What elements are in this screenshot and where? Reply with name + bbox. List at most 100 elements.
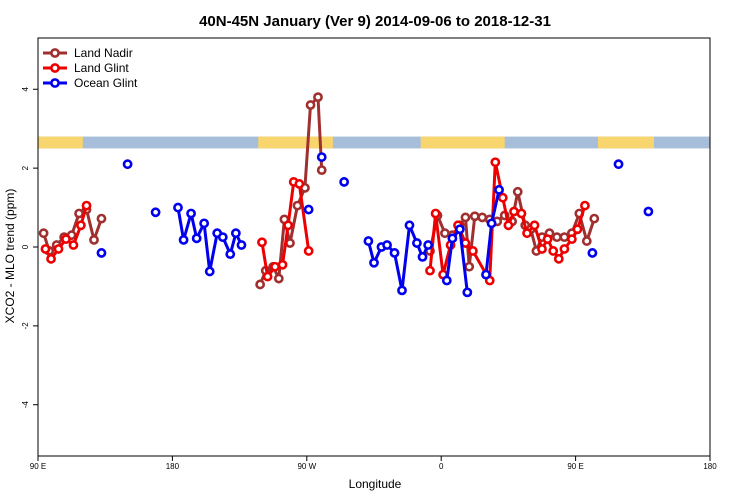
land-segment-3 (598, 136, 654, 149)
data-point-0-15 (285, 238, 295, 248)
data-point-2-46 (613, 159, 624, 170)
data-point-1-34 (548, 246, 559, 256)
land-segment-2 (420, 136, 505, 149)
data-point-2-24 (363, 236, 374, 246)
data-point-1-10 (270, 261, 280, 272)
data-point-1-23 (468, 246, 478, 256)
data-point-2-29 (397, 285, 407, 296)
data-point-1-11 (277, 259, 288, 270)
data-point-2-40 (481, 269, 491, 280)
data-point-0-13 (273, 273, 284, 284)
data-point-0-8 (96, 213, 107, 224)
data-point-2-27 (382, 240, 392, 250)
data-point-1-28 (509, 206, 519, 217)
data-point-2-18 (303, 204, 314, 215)
data-point-0-42 (559, 232, 570, 243)
data-point-2-9 (191, 233, 202, 244)
data-point-2-37 (454, 224, 465, 235)
data-point-1-1 (46, 253, 56, 264)
data-point-2-20 (316, 152, 327, 162)
data-point-2-4 (150, 207, 161, 218)
series-0 (38, 92, 600, 290)
data-point-2-44 (587, 248, 598, 258)
legend-marker-2 (50, 78, 60, 88)
y-tick-label-2: 0 (21, 244, 30, 249)
data-point-0-16 (292, 200, 303, 211)
y-tick-label-4: 4 (21, 86, 30, 91)
data-point-0-24 (440, 228, 450, 239)
x-tick-label-1: 180 (166, 462, 180, 471)
data-point-2-38 (462, 287, 473, 298)
data-point-1-31 (529, 220, 540, 231)
data-point-0-45 (581, 236, 592, 246)
data-point-2-14 (225, 249, 236, 259)
data-point-2-13 (217, 232, 228, 243)
data-point-2-7 (178, 235, 189, 245)
x-tick-label-0: 90 E (30, 462, 46, 471)
data-point-2-16 (236, 240, 247, 250)
land-segment-1 (258, 136, 333, 149)
data-point-1-8 (257, 237, 267, 248)
x-tick-label-2: 90 W (297, 462, 316, 471)
data-point-1-2 (53, 244, 64, 254)
data-point-2-11 (204, 266, 215, 277)
data-point-2-15 (230, 228, 241, 239)
data-point-2-32 (417, 251, 428, 262)
data-point-0-27 (460, 212, 471, 223)
data-point-0-7 (89, 235, 99, 245)
plot-frame (37, 37, 711, 457)
x-axis: 90 E 180 90 W 0 90 E 180 (30, 456, 717, 471)
data-point-0-5 (74, 208, 84, 219)
data-point-2-25 (369, 257, 379, 268)
y-tick-label-3: 2 (21, 165, 30, 170)
data-point-1-39 (580, 200, 590, 211)
data-point-2-35 (441, 275, 452, 286)
series-line-2-7 (366, 223, 430, 292)
data-point-0-28 (464, 261, 475, 272)
y-tick-label-0: -4 (21, 401, 30, 409)
data-point-1-26 (497, 192, 508, 203)
data-point-1-32 (537, 244, 547, 254)
data-point-0-29 (469, 211, 480, 222)
data-point-1-36 (559, 244, 570, 254)
data-point-0-0 (38, 228, 49, 239)
series-layer (38, 92, 654, 298)
data-point-2-48 (643, 206, 654, 217)
data-point-1-17 (425, 265, 435, 276)
data-point-1-6 (81, 200, 92, 211)
data-point-0-19 (313, 92, 323, 103)
legend-label-0: Land Nadir (74, 46, 133, 60)
data-point-1-3 (61, 234, 71, 245)
data-point-1-4 (68, 240, 79, 250)
data-point-1-29 (516, 208, 527, 219)
legend-label-1: Land Glint (74, 61, 129, 75)
series-line-0-1 (258, 95, 324, 286)
land-ocean-mask (38, 136, 710, 149)
x-axis-label: Longitude (349, 477, 402, 491)
data-point-1-35 (553, 253, 564, 264)
data-point-2-36 (447, 233, 458, 244)
x-tick-label-4: 90 E (567, 462, 583, 471)
data-point-1-37 (566, 234, 577, 245)
series-line-2-8 (445, 227, 469, 293)
data-point-0-41 (552, 232, 562, 243)
series-1 (40, 157, 590, 286)
data-point-1-18 (430, 208, 441, 219)
data-point-2-8 (186, 208, 196, 219)
land-segment-0 (38, 136, 83, 149)
data-point-0-10 (255, 279, 266, 290)
data-point-1-38 (572, 224, 583, 235)
ocean-band (38, 136, 710, 149)
x-tick-label-3: 0 (439, 462, 444, 471)
data-point-1-9 (262, 271, 273, 282)
data-point-1-0 (40, 244, 51, 254)
data-point-0-18 (305, 100, 316, 110)
series-2 (96, 152, 654, 298)
data-point-2-0 (96, 248, 107, 258)
data-point-2-28 (389, 248, 400, 258)
data-point-2-10 (199, 218, 210, 229)
data-point-1-15 (303, 246, 314, 256)
data-point-1-33 (542, 234, 553, 245)
data-point-1-12 (283, 220, 294, 231)
